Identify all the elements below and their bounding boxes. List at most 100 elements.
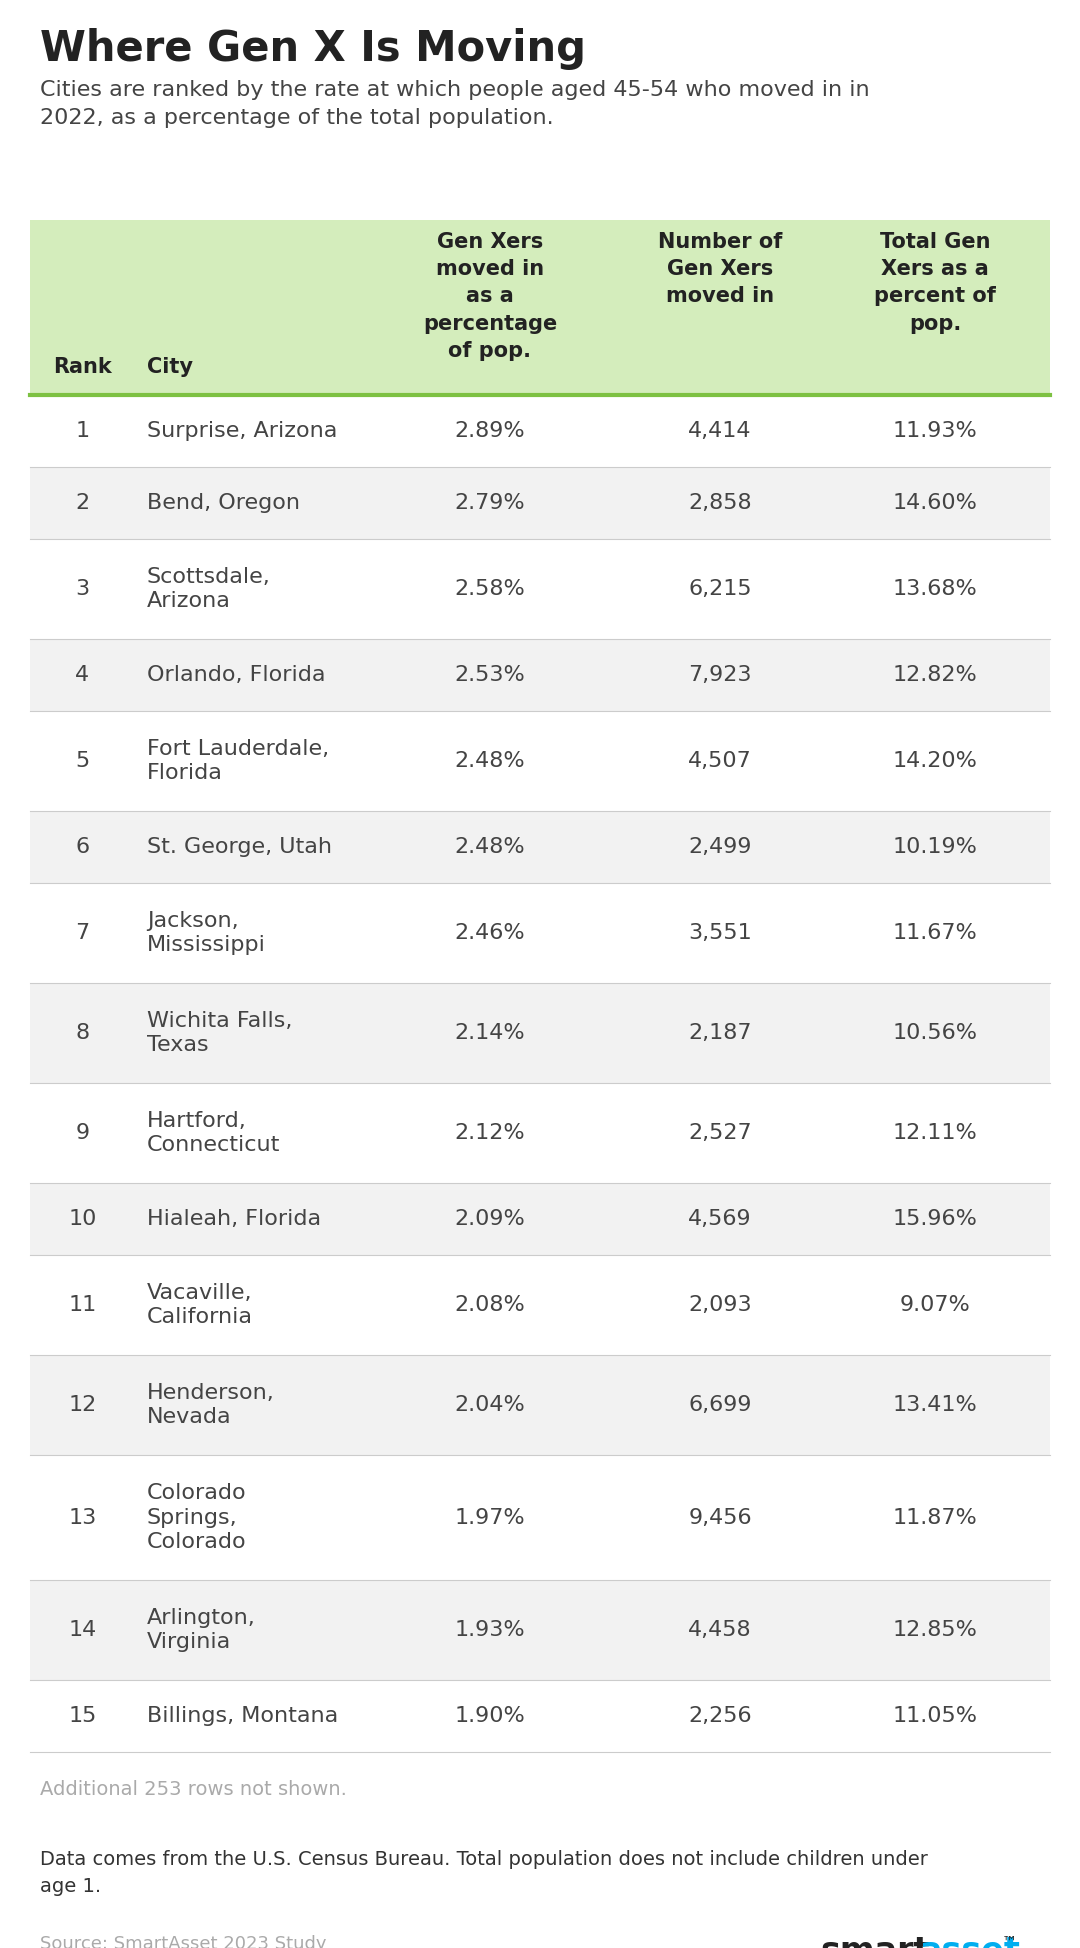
Text: 14: 14 (68, 1621, 96, 1640)
Text: 9: 9 (76, 1122, 90, 1143)
Text: Hartford,
Connecticut: Hartford, Connecticut (147, 1110, 281, 1155)
Text: City: City (147, 356, 193, 378)
Text: 11.87%: 11.87% (893, 1508, 977, 1527)
Text: 2.04%: 2.04% (455, 1395, 525, 1414)
Text: Henderson,
Nevada: Henderson, Nevada (147, 1383, 274, 1428)
Text: 4,569: 4,569 (688, 1210, 752, 1229)
Text: Source: SmartAsset 2023 Study: Source: SmartAsset 2023 Study (40, 1934, 326, 1948)
Text: 13: 13 (68, 1508, 96, 1527)
Text: 4: 4 (76, 664, 90, 686)
Text: 1.93%: 1.93% (455, 1621, 525, 1640)
Text: 10.56%: 10.56% (892, 1023, 977, 1042)
Text: 10: 10 (68, 1210, 97, 1229)
Text: 1.90%: 1.90% (455, 1706, 525, 1726)
Text: 12: 12 (68, 1395, 96, 1414)
Bar (30, 1356, 1050, 1455)
Text: Billings, Montana: Billings, Montana (147, 1706, 338, 1726)
Text: Additional 253 rows not shown.: Additional 253 rows not shown. (40, 1780, 347, 1800)
Text: 2.79%: 2.79% (455, 493, 525, 512)
Text: 2.08%: 2.08% (455, 1295, 525, 1315)
Text: 7: 7 (76, 923, 90, 943)
Text: 2.09%: 2.09% (455, 1210, 525, 1229)
Text: 4,507: 4,507 (688, 752, 752, 771)
Text: Scottsdale,
Arizona: Scottsdale, Arizona (147, 567, 271, 612)
Text: 11.93%: 11.93% (893, 421, 977, 440)
Text: 11.67%: 11.67% (893, 923, 977, 943)
Text: 2.14%: 2.14% (455, 1023, 525, 1042)
Text: 7,923: 7,923 (688, 664, 752, 686)
Text: 9.07%: 9.07% (900, 1295, 970, 1315)
Text: 3: 3 (76, 579, 90, 598)
Bar (30, 984, 1050, 1083)
Bar (30, 1255, 1050, 1356)
Text: ™: ™ (1002, 1934, 1017, 1948)
Text: 1: 1 (76, 421, 90, 440)
Text: 2,527: 2,527 (688, 1122, 752, 1143)
Bar (30, 1182, 1050, 1255)
Text: 14.60%: 14.60% (892, 493, 977, 512)
Text: Vacaville,
California: Vacaville, California (147, 1282, 253, 1327)
Text: 12.82%: 12.82% (893, 664, 977, 686)
Text: Total Gen
Xers as a
percent of
pop.: Total Gen Xers as a percent of pop. (874, 232, 996, 333)
Text: Cities are ranked by the rate at which people aged 45-54 who moved in in
2022, a: Cities are ranked by the rate at which p… (40, 80, 869, 129)
Text: 2,093: 2,093 (688, 1295, 752, 1315)
Text: Colorado
Springs,
Colorado: Colorado Springs, Colorado (147, 1482, 246, 1553)
Text: smart: smart (820, 1934, 930, 1948)
Text: 2.48%: 2.48% (455, 838, 525, 857)
Text: 3,551: 3,551 (688, 923, 752, 943)
Text: 10.19%: 10.19% (892, 838, 977, 857)
Text: Where Gen X Is Moving: Where Gen X Is Moving (40, 27, 586, 70)
Text: 2.46%: 2.46% (455, 923, 525, 943)
Text: 2,499: 2,499 (688, 838, 752, 857)
Bar (30, 468, 1050, 540)
Text: Surprise, Arizona: Surprise, Arizona (147, 421, 337, 440)
Text: 12.85%: 12.85% (892, 1621, 977, 1640)
Text: Orlando, Florida: Orlando, Florida (147, 664, 325, 686)
Bar (30, 540, 1050, 639)
Bar (30, 1455, 1050, 1580)
Text: 15: 15 (68, 1706, 97, 1726)
Text: 13.41%: 13.41% (893, 1395, 977, 1414)
Text: Bend, Oregon: Bend, Oregon (147, 493, 300, 512)
Text: Rank: Rank (53, 356, 112, 378)
Text: Gen Xers
moved in
as a
percentage
of pop.: Gen Xers moved in as a percentage of pop… (423, 232, 557, 360)
Text: 5: 5 (76, 752, 90, 771)
Bar (30, 810, 1050, 882)
Text: Arlington,
Virginia: Arlington, Virginia (147, 1607, 256, 1652)
Bar (30, 220, 1050, 395)
Text: 2,256: 2,256 (688, 1706, 752, 1726)
Text: Fort Lauderdale,
Florida: Fort Lauderdale, Florida (147, 738, 329, 783)
Text: 12.11%: 12.11% (893, 1122, 977, 1143)
Text: Data comes from the U.S. Census Bureau. Total population does not include childr: Data comes from the U.S. Census Bureau. … (40, 1851, 928, 1895)
Text: Number of
Gen Xers
moved in: Number of Gen Xers moved in (658, 232, 782, 306)
Text: 2,858: 2,858 (688, 493, 752, 512)
Text: 1.97%: 1.97% (455, 1508, 525, 1527)
Text: 2.12%: 2.12% (455, 1122, 525, 1143)
Text: 2.48%: 2.48% (455, 752, 525, 771)
Text: 2,187: 2,187 (688, 1023, 752, 1042)
Text: 2.53%: 2.53% (455, 664, 525, 686)
Text: Wichita Falls,
Texas: Wichita Falls, Texas (147, 1011, 293, 1056)
Bar (30, 711, 1050, 810)
Text: 11.05%: 11.05% (892, 1706, 977, 1726)
Text: 14.20%: 14.20% (892, 752, 977, 771)
Text: 4,414: 4,414 (688, 421, 752, 440)
Text: St. George, Utah: St. George, Utah (147, 838, 332, 857)
Bar (30, 882, 1050, 984)
Bar (30, 1083, 1050, 1182)
Text: 6: 6 (76, 838, 90, 857)
Bar (30, 395, 1050, 468)
Text: 9,456: 9,456 (688, 1508, 752, 1527)
Text: 13.68%: 13.68% (893, 579, 977, 598)
Bar (30, 1679, 1050, 1751)
Text: 15.96%: 15.96% (892, 1210, 977, 1229)
Text: 6,215: 6,215 (688, 579, 752, 598)
Text: 2: 2 (76, 493, 90, 512)
Text: Jackson,
Mississippi: Jackson, Mississippi (147, 910, 266, 955)
Text: Hialeah, Florida: Hialeah, Florida (147, 1210, 321, 1229)
Text: asset: asset (920, 1934, 1021, 1948)
Bar (30, 1580, 1050, 1679)
Text: 2.58%: 2.58% (455, 579, 525, 598)
Bar (30, 639, 1050, 711)
Text: 4,458: 4,458 (688, 1621, 752, 1640)
